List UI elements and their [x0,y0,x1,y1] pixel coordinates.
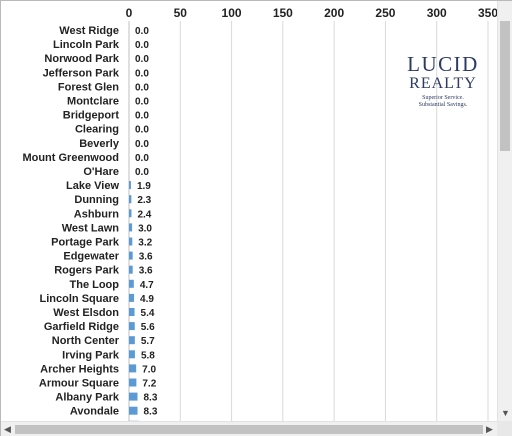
bar [129,322,135,331]
bar [129,237,133,246]
bar [129,336,135,345]
category-label: O'Hare [83,166,119,178]
bar [129,265,133,274]
category-label: Lincoln Park [53,39,120,51]
category-label: Bridgeport [63,110,120,122]
category-label: Montclare [67,96,119,108]
category-label: Albany Park [55,392,119,404]
scroll-down-arrow-icon[interactable]: ▼ [501,408,510,418]
bar [129,251,133,260]
data-label: 3.6 [139,252,153,263]
category-label: Clearing [75,124,119,136]
data-label: 0.0 [135,40,149,51]
bar [129,364,137,373]
category-label: Lake View [66,180,119,192]
category-label: Rogers Park [54,265,120,277]
data-label: 0.0 [135,68,149,79]
bar [129,181,131,190]
category-label: Dunning [74,194,119,206]
category-label: Armour Square [39,378,119,390]
horizontal-scrollbar[interactable]: ◀ ▶ [1,421,497,436]
data-label: 0.0 [135,111,149,122]
data-label: 5.4 [141,308,155,319]
category-label: Forest Glen [58,81,119,93]
data-label: 0.0 [135,26,149,37]
data-label: 8.3 [144,393,158,404]
bar [129,279,134,288]
category-label: Avondale [70,406,119,418]
bar [129,209,132,218]
data-label: 1.9 [137,181,151,192]
data-label: 0.0 [135,54,149,65]
bar [129,293,135,302]
category-label: Edgewater [63,251,119,263]
data-label: 3.0 [138,223,152,234]
x-tick-label: 50 [174,6,188,20]
bar [129,223,133,232]
chart-area: 0 50 100 150 200 250 300 350 West Ridge 0.0 Lincol… [1,1,497,421]
category-label: The Loop [70,279,120,291]
data-label: 5.7 [141,336,155,347]
x-tick-label: 0 [126,6,133,20]
category-label: Mount Greenwood [22,152,119,164]
data-label: 0.0 [135,97,149,108]
vertical-scroll-thumb[interactable] [500,21,510,151]
data-label: 7.2 [142,379,156,390]
category-label: Jefferson Park [43,67,120,79]
category-label: Ashburn [74,208,120,220]
bar [129,392,138,401]
x-tick-label: 200 [324,6,344,20]
lucid-realty-logo: LUCID REALTY Superior Service. Substanti… [401,53,485,109]
category-label: Norwood Park [44,53,119,65]
bar [129,406,138,415]
category-label: North Center [52,335,120,347]
bar [129,350,135,359]
bar [129,195,132,204]
category-label: Beverly [79,138,120,150]
category-label: Irving Park [62,349,120,361]
category-label: Lincoln Square [40,293,119,305]
data-label: 7.0 [142,364,156,375]
logo-tagline-2: Substantial Savings. [418,102,468,108]
data-label: 5.8 [141,350,155,361]
scrollbar-corner [497,421,512,436]
category-label: Logan Square [46,420,119,421]
logo-line-2: REALTY [409,75,477,92]
category-label: Garfield Ridge [44,321,119,333]
data-label: 5.6 [141,322,155,333]
bar [129,308,135,316]
data-label: 8.3 [144,407,158,418]
data-label: 3.2 [138,238,152,249]
category-label: West Lawn [62,222,120,234]
logo-line-1: LUCID [407,52,479,76]
category-label: West Ridge [59,25,119,37]
data-label: 0.0 [135,167,149,178]
x-tick-label: 350 [478,6,497,20]
x-tick-label: 250 [375,6,395,20]
logo-tagline-1: Superior Service. [422,95,464,101]
data-label: 2.3 [137,195,151,206]
bar [129,378,137,387]
data-label: 4.7 [140,280,154,291]
scroll-left-arrow-icon[interactable]: ◀ [4,424,11,434]
category-label: Portage Park [51,237,120,249]
category-label: Archer Heights [40,363,119,375]
vertical-scrollbar[interactable]: ▼ [497,1,512,421]
category-label: West Elsdon [53,307,119,319]
x-tick-label: 150 [273,6,293,20]
data-label: 2.4 [137,209,151,220]
data-label: 3.6 [139,266,153,277]
horizontal-scroll-thumb[interactable] [15,425,483,434]
data-label: 0.0 [135,153,149,164]
x-tick-label: 100 [222,6,242,20]
data-label: 0.0 [135,125,149,136]
data-label: 0.0 [135,139,149,150]
data-label: 4.9 [140,294,154,305]
bar-chart: 0 50 100 150 200 250 300 350 West Ridge 0.0 Lincol… [22,6,497,421]
data-label: 0.0 [135,82,149,93]
scroll-right-arrow-icon[interactable]: ▶ [486,424,493,434]
x-tick-label: 300 [427,6,447,20]
